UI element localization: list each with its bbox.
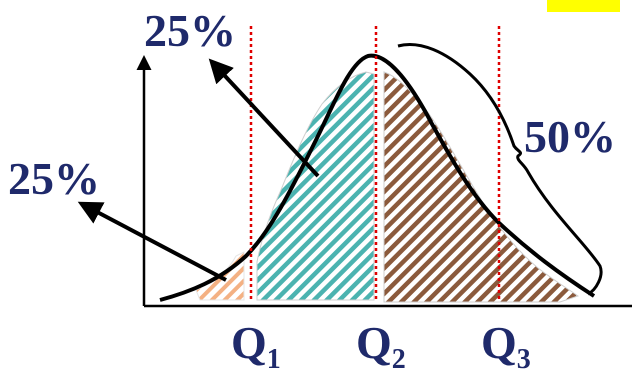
right-percent-label: 50% [524,111,616,162]
q2-subscript: 2 [392,344,406,375]
upper-half-brace [397,42,603,296]
q3-letter: Q [481,317,517,368]
q1-label: Q1 [231,317,281,375]
q1-letter: Q [231,317,267,368]
highlight-box [547,0,620,12]
q2-letter: Q [356,317,392,368]
distribution-curve [159,53,596,302]
arrow-left-pct [77,201,227,282]
q1-subscript: 1 [267,344,281,375]
q3-label: Q3 [481,317,531,375]
region-q1-q2 [256,71,375,301]
q2-label: Q2 [356,317,406,375]
arrow-top-pct [208,58,320,178]
left-percent-label: 25% [8,153,100,204]
region-q2-q3-upper-tail [383,71,580,303]
top-percent-label: 25% [144,5,236,56]
q3-subscript: 3 [517,344,531,375]
